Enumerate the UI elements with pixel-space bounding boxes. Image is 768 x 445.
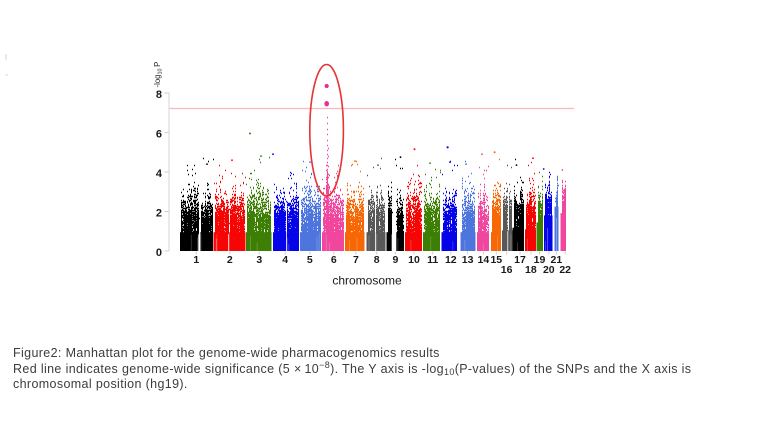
svg-text:-log10 P: -log10 P — [153, 62, 163, 88]
svg-text:8: 8 — [156, 89, 162, 101]
svg-text:4: 4 — [282, 254, 288, 266]
svg-text:9: 9 — [392, 254, 398, 266]
svg-text:chromosome: chromosome — [332, 274, 402, 288]
svg-text:18: 18 — [525, 264, 537, 276]
svg-text:12: 12 — [445, 254, 457, 266]
svg-text:6: 6 — [331, 254, 337, 266]
svg-text:15: 15 — [490, 254, 502, 266]
svg-text:1: 1 — [193, 254, 199, 266]
svg-text:16: 16 — [501, 264, 513, 276]
svg-text:10: 10 — [408, 254, 420, 266]
svg-text:11: 11 — [427, 254, 438, 266]
svg-text:2: 2 — [227, 254, 233, 266]
svg-text:19: 19 — [534, 254, 546, 266]
svg-text:3: 3 — [256, 254, 262, 266]
svg-text:20: 20 — [543, 264, 555, 276]
svg-text:2: 2 — [156, 207, 162, 219]
svg-text:13: 13 — [462, 254, 474, 266]
svg-text:5: 5 — [307, 254, 313, 266]
svg-text:4: 4 — [156, 168, 163, 180]
svg-text:6: 6 — [156, 128, 162, 140]
svg-text:21: 21 — [551, 254, 563, 266]
svg-text:8: 8 — [374, 254, 380, 266]
svg-text:17: 17 — [514, 254, 526, 266]
svg-text:0: 0 — [156, 247, 162, 259]
svg-text:14: 14 — [478, 254, 490, 266]
svg-text:7: 7 — [353, 254, 359, 266]
svg-text:22: 22 — [559, 264, 571, 276]
